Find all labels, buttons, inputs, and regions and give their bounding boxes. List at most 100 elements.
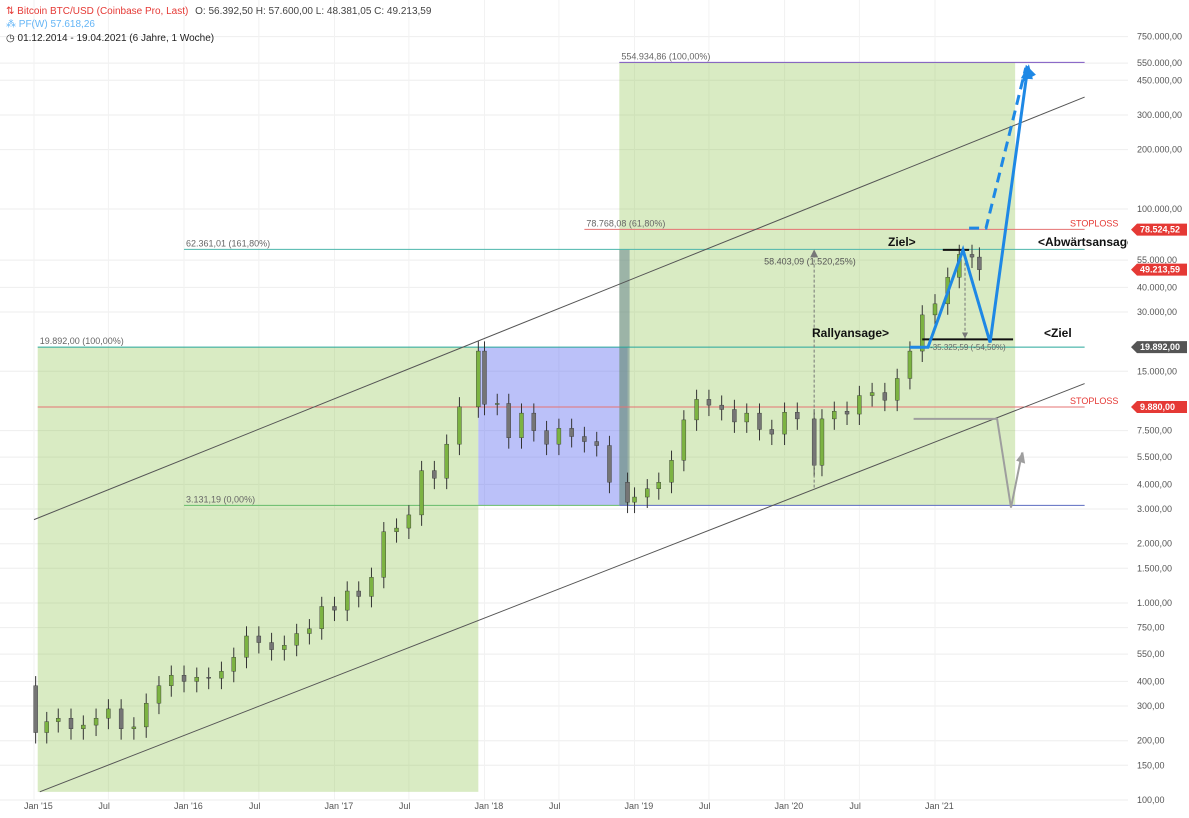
candle-body xyxy=(432,470,437,479)
zone-steel xyxy=(619,249,630,506)
candle-body xyxy=(920,314,925,352)
y-tick-label: 200.000,00 xyxy=(1137,145,1182,155)
candle-body xyxy=(356,590,361,597)
zone-green xyxy=(37,347,479,792)
price-tag xyxy=(1131,401,1187,414)
retracement-label: -35.325,59 (-54,50%) xyxy=(930,343,1006,352)
x-tick-label: Jan '21 xyxy=(925,801,954,811)
candle-body xyxy=(607,445,612,483)
candle-body xyxy=(394,527,399,532)
candle-body xyxy=(81,724,86,729)
candle-body xyxy=(282,645,287,650)
candle-body xyxy=(531,412,537,431)
instrument-icon: ⇅ xyxy=(6,6,15,17)
candle-body xyxy=(457,406,462,445)
candle-body xyxy=(694,399,699,421)
candle-body xyxy=(44,721,49,733)
x-tick-label: Jan '15 xyxy=(24,801,53,811)
price-tag-label: 19.892,00 xyxy=(1140,342,1180,352)
y-tick-label: 7.500,00 xyxy=(1137,426,1172,436)
y-tick-label: 100.000,00 xyxy=(1137,204,1182,214)
zone-green xyxy=(619,62,1016,506)
candle-body xyxy=(669,460,674,483)
candle-body xyxy=(307,628,312,634)
candle-body xyxy=(444,443,449,479)
x-tick-label: Jul xyxy=(549,801,561,811)
candle-body xyxy=(476,350,481,408)
y-tick-label: 55.000,00 xyxy=(1137,255,1177,265)
candle-body xyxy=(569,428,574,437)
y-tick-label: 30.000,00 xyxy=(1137,307,1177,317)
candle-body xyxy=(977,256,982,270)
price-tag xyxy=(1131,341,1187,354)
y-tick-label: 150,00 xyxy=(1137,760,1165,770)
candle-body xyxy=(33,685,38,733)
candle-body xyxy=(495,403,500,405)
candle-body xyxy=(582,436,587,442)
candle-body xyxy=(556,428,562,445)
y-tick-label: 2.000,00 xyxy=(1137,539,1172,549)
measure-label: 58.403,09 (1.520,25%) xyxy=(764,256,856,266)
instrument-name: Bitcoin BTC/USD (Coinbase Pro, Last) xyxy=(17,6,189,17)
stoploss-label: STOPLOSS xyxy=(1070,218,1118,228)
y-tick-label: 1.000,00 xyxy=(1137,598,1172,608)
price-tag-label: 9.880,00 xyxy=(1140,402,1175,412)
candle-body xyxy=(381,531,386,578)
candle-body xyxy=(106,708,111,719)
period-label: 01.12.2014 - 19.04.2021 (6 Jahre, 1 Woch… xyxy=(17,33,215,44)
candle-body xyxy=(206,677,211,679)
y-tick-label: 400,00 xyxy=(1137,676,1165,686)
x-tick-label: Jan '18 xyxy=(475,801,504,811)
ohlc-readout: O: 56.392,50 H: 57.600,00 L: 48.381,05 C… xyxy=(195,6,432,17)
candle-body xyxy=(969,254,975,258)
y-tick-label: 300.000,00 xyxy=(1137,110,1182,120)
y-tick-label: 3.000,00 xyxy=(1137,504,1172,514)
x-tick-label: Jul xyxy=(98,801,110,811)
candle-body xyxy=(482,350,487,405)
candle-body xyxy=(706,399,712,406)
candle-body xyxy=(732,409,737,423)
retracement-arrowhead xyxy=(962,332,969,339)
price-tag xyxy=(1131,263,1187,276)
x-tick-label: Jul xyxy=(849,801,861,811)
candle-body xyxy=(795,412,800,420)
clock-icon: ◷ xyxy=(6,33,15,44)
candle-body xyxy=(782,412,787,435)
candle-body xyxy=(332,606,337,611)
y-tick-label: 40.000,00 xyxy=(1137,282,1177,292)
candle-body xyxy=(869,392,875,396)
x-tick-label: Jan '20 xyxy=(775,801,804,811)
channel-upper-line xyxy=(33,96,1085,521)
candle-body xyxy=(219,671,224,679)
candle-body xyxy=(645,488,650,498)
x-tick-label: Jul xyxy=(399,801,411,811)
pf-label: PF(W) xyxy=(18,19,48,30)
pf-value: 57.618,26 xyxy=(50,19,95,30)
candle-body xyxy=(345,590,350,611)
candle-body xyxy=(406,514,412,529)
candle-body xyxy=(169,675,174,686)
bearish-scenario-arrowhead xyxy=(1016,451,1026,464)
candle-body xyxy=(544,430,549,445)
candle-body xyxy=(681,419,687,461)
x-tick-label: Jul xyxy=(699,801,711,811)
candle-body xyxy=(932,303,938,316)
candle-body xyxy=(744,412,749,423)
price-tag-label: 78.524,52 xyxy=(1140,225,1180,235)
annotation-rallyansage: Rallyansage> xyxy=(812,326,889,340)
candle-body xyxy=(506,403,511,438)
y-tick-label: 550,00 xyxy=(1137,649,1165,659)
candle-body xyxy=(294,633,299,646)
pf-indicator-header: ⁂ PF(W) 57.618,26 xyxy=(6,19,95,30)
annotation-ziel-top: Ziel> xyxy=(888,235,916,249)
y-tick-label: 1.500,00 xyxy=(1137,563,1172,573)
period-header: ◷ 01.12.2014 - 19.04.2021 (6 Jahre, 1 Wo… xyxy=(6,33,214,44)
candle-body xyxy=(93,718,99,726)
x-tick-label: Jul xyxy=(249,801,261,811)
candle-body xyxy=(369,577,374,597)
candle-body xyxy=(907,350,913,379)
candle-body xyxy=(118,708,124,729)
level-label: 62.361,01 (161,80%) xyxy=(186,238,270,248)
